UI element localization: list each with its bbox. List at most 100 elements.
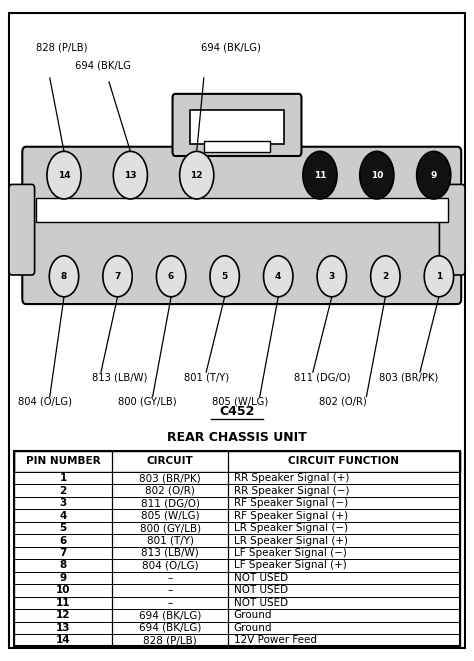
Circle shape [103, 256, 132, 297]
Text: RF Speaker Signal (+): RF Speaker Signal (+) [234, 510, 348, 521]
Bar [204, 141, 270, 152]
Text: 828 (P/LB): 828 (P/LB) [36, 43, 87, 53]
Text: 694 (BK/LG): 694 (BK/LG) [139, 610, 201, 620]
Text: 10: 10 [371, 171, 383, 180]
Bar [14, 634, 460, 646]
Text: 2: 2 [60, 486, 67, 496]
Bar [14, 584, 460, 597]
Circle shape [210, 256, 239, 297]
Bar [14, 510, 460, 522]
Text: 10: 10 [56, 586, 71, 596]
Text: 14: 14 [56, 635, 71, 645]
Text: 694 (BK/LG): 694 (BK/LG) [139, 623, 201, 633]
Text: 811 (DG/O): 811 (DG/O) [294, 372, 350, 382]
FancyBboxPatch shape [9, 184, 35, 275]
Bar [190, 110, 284, 144]
Text: 9: 9 [430, 171, 437, 180]
Bar [14, 547, 460, 559]
Bar [14, 597, 460, 609]
Circle shape [303, 151, 337, 199]
Text: 803 (BR/PK): 803 (BR/PK) [139, 473, 201, 483]
Bar [14, 522, 460, 534]
Bar [14, 451, 460, 646]
Text: LR Speaker Signal (+): LR Speaker Signal (+) [234, 535, 348, 545]
Circle shape [264, 256, 293, 297]
Text: RR Speaker Signal (−): RR Speaker Signal (−) [234, 486, 349, 496]
Text: 804 (O/LG): 804 (O/LG) [18, 397, 72, 407]
Text: Ground: Ground [234, 610, 272, 620]
Circle shape [49, 256, 79, 297]
Text: 802 (O/R): 802 (O/R) [145, 486, 195, 496]
Text: 803 (BR/PK): 803 (BR/PK) [379, 372, 438, 382]
Text: LF Speaker Signal (+): LF Speaker Signal (+) [234, 561, 346, 570]
Text: 1: 1 [436, 272, 442, 281]
Text: –: – [167, 573, 173, 583]
Text: 813 (LB/W): 813 (LB/W) [141, 548, 199, 558]
Text: 14: 14 [58, 171, 70, 180]
Bar [14, 559, 460, 572]
Text: 6: 6 [168, 272, 174, 281]
Circle shape [180, 151, 214, 199]
Text: 12V Power Feed: 12V Power Feed [234, 635, 317, 645]
Text: 800 (GY/LB): 800 (GY/LB) [118, 397, 176, 407]
Bar [14, 485, 460, 497]
Text: 801 (T/Y): 801 (T/Y) [184, 372, 229, 382]
Text: 805 (W/LG): 805 (W/LG) [212, 397, 269, 407]
Bar [36, 198, 448, 222]
Text: 4: 4 [60, 510, 67, 521]
Circle shape [360, 151, 394, 199]
Bar [14, 497, 460, 510]
Text: PIN NUMBER: PIN NUMBER [26, 456, 100, 467]
Bar [14, 609, 460, 621]
Text: 1: 1 [60, 473, 67, 483]
Text: 5: 5 [221, 272, 228, 281]
Text: 3: 3 [60, 498, 67, 508]
Text: Ground: Ground [234, 623, 272, 633]
Text: RR Speaker Signal (+): RR Speaker Signal (+) [234, 473, 349, 483]
Text: 6: 6 [60, 535, 67, 545]
Text: NOT USED: NOT USED [234, 586, 288, 596]
Text: NOT USED: NOT USED [234, 573, 288, 583]
Text: 11: 11 [314, 171, 326, 180]
Text: 5: 5 [60, 523, 67, 533]
Text: CIRCUIT FUNCTION: CIRCUIT FUNCTION [289, 456, 400, 467]
Bar [14, 472, 460, 485]
Text: NOT USED: NOT USED [234, 598, 288, 608]
Circle shape [113, 151, 147, 199]
Circle shape [371, 256, 400, 297]
Text: 801 (T/Y): 801 (T/Y) [146, 535, 194, 545]
Text: 7: 7 [114, 272, 121, 281]
Text: 802 (O/R): 802 (O/R) [319, 397, 366, 407]
Text: 4: 4 [275, 272, 282, 281]
Text: –: – [167, 598, 173, 608]
Text: 811 (DG/O): 811 (DG/O) [141, 498, 200, 508]
Circle shape [156, 256, 186, 297]
Text: CIRCUIT: CIRCUIT [147, 456, 193, 467]
Text: REAR CHASSIS UNIT: REAR CHASSIS UNIT [167, 431, 307, 444]
Text: 800 (GY/LB): 800 (GY/LB) [140, 523, 201, 533]
Text: –: – [167, 586, 173, 596]
Circle shape [317, 256, 346, 297]
Bar [14, 572, 460, 584]
Text: 12: 12 [56, 610, 71, 620]
Text: 2: 2 [382, 272, 389, 281]
Text: 828 (P/LB): 828 (P/LB) [143, 635, 197, 645]
Circle shape [417, 151, 451, 199]
Text: 11: 11 [56, 598, 71, 608]
Text: LR Speaker Signal (−): LR Speaker Signal (−) [234, 523, 348, 533]
Circle shape [47, 151, 81, 199]
Text: 13: 13 [56, 623, 71, 633]
Text: 12: 12 [191, 171, 203, 180]
Text: 694 (BK/LG: 694 (BK/LG [75, 61, 131, 71]
FancyBboxPatch shape [439, 184, 465, 275]
Text: 804 (O/LG): 804 (O/LG) [142, 561, 199, 570]
Text: 13: 13 [124, 171, 137, 180]
Text: 9: 9 [60, 573, 67, 583]
Text: 8: 8 [61, 272, 67, 281]
Text: 3: 3 [328, 272, 335, 281]
Text: LF Speaker Signal (−): LF Speaker Signal (−) [234, 548, 346, 558]
Bar [14, 451, 460, 472]
FancyBboxPatch shape [173, 94, 301, 156]
Text: C452: C452 [219, 405, 255, 418]
Text: 694 (BK/LG): 694 (BK/LG) [201, 43, 261, 53]
